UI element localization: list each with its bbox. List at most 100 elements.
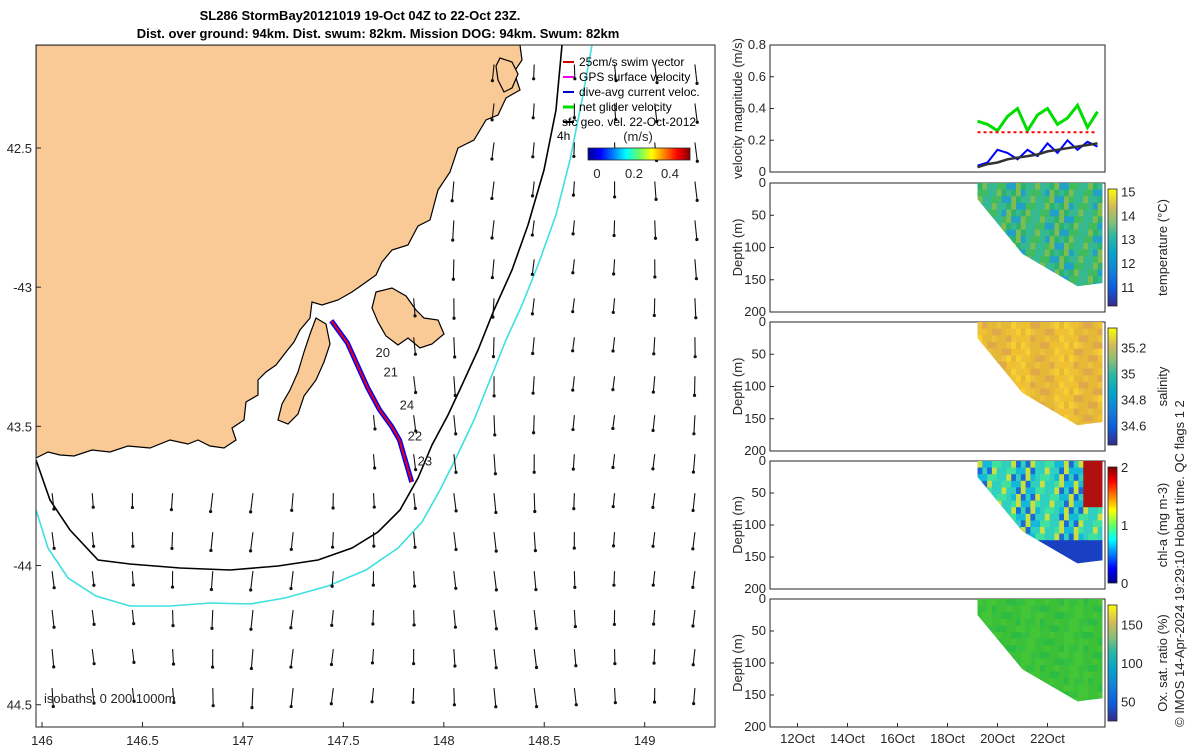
salinity-cell bbox=[1088, 415, 1094, 423]
salinity-cell bbox=[1025, 368, 1031, 376]
chlorophyll-cell bbox=[1044, 480, 1051, 488]
salinity-cell bbox=[987, 342, 993, 350]
salinity-cell bbox=[1035, 322, 1041, 330]
chlorophyll-cell bbox=[1064, 553, 1070, 561]
oxygen-cell bbox=[1092, 612, 1099, 620]
chlorophyll-cell bbox=[1088, 540, 1094, 548]
salinity-cell bbox=[982, 335, 988, 343]
chlorophyll-cell bbox=[1054, 507, 1060, 515]
oxygen-cell bbox=[1064, 658, 1070, 666]
velocity-vector-head bbox=[694, 277, 698, 281]
temperature-cell bbox=[1054, 222, 1060, 231]
oxygen-cell bbox=[1083, 665, 1089, 673]
velocity-vector-head bbox=[573, 624, 577, 629]
chlorophyll-cell bbox=[1092, 480, 1099, 488]
temperature-cell bbox=[1035, 203, 1041, 211]
temperature-cell bbox=[987, 189, 993, 197]
oxygen-cell bbox=[1054, 678, 1060, 686]
chlorophyll-cell bbox=[1059, 540, 1065, 548]
oxygen-cell bbox=[1064, 618, 1070, 626]
velocity-vector bbox=[290, 687, 294, 707]
oxygen-cell bbox=[1073, 618, 1080, 626]
velocity-vector bbox=[172, 687, 175, 703]
temperature-cell bbox=[1097, 256, 1103, 264]
oxygen-cell bbox=[1073, 651, 1080, 659]
oxygen-cell bbox=[1030, 645, 1036, 653]
chlorophyll-cell bbox=[1049, 507, 1055, 515]
velocity-vector bbox=[51, 610, 55, 628]
chlorophyll-cell bbox=[1083, 560, 1089, 564]
oxygen-colorbar-tick: 150 bbox=[1121, 617, 1143, 632]
chlorophyll-cell bbox=[1073, 487, 1080, 495]
salinity-cell bbox=[977, 328, 983, 336]
oxygen-cell bbox=[1073, 698, 1080, 702]
salinity-cell bbox=[1083, 348, 1089, 356]
temperature-cell bbox=[1025, 242, 1031, 251]
salinity-cell bbox=[1011, 368, 1017, 376]
velocity-vector bbox=[654, 64, 658, 83]
chlorophyll-cell bbox=[1049, 480, 1055, 488]
salinity-cell bbox=[1049, 381, 1055, 390]
velocity-vector-head bbox=[209, 548, 213, 553]
velocity-vector-head bbox=[52, 586, 56, 590]
velocity-vector-head bbox=[573, 585, 577, 589]
salinity-cell bbox=[1049, 401, 1055, 410]
oxygen-cell bbox=[1097, 651, 1103, 659]
temperature-cell bbox=[1097, 196, 1103, 204]
chlorophyll-cell bbox=[1011, 494, 1017, 502]
velocity-vector-head bbox=[289, 586, 293, 591]
temperature-cell bbox=[1078, 203, 1084, 211]
oxygen-cell bbox=[1059, 658, 1065, 666]
chlorophyll-cell bbox=[1054, 461, 1060, 469]
oxygen-cell bbox=[1035, 651, 1041, 659]
velocity-vector-head bbox=[611, 426, 615, 431]
oxygen-cell bbox=[1020, 618, 1027, 626]
time-x-tick-label: 14Oct bbox=[830, 731, 865, 746]
oxygen-cell bbox=[1016, 632, 1022, 640]
salinity-y-tick-label: 50 bbox=[752, 346, 766, 361]
temperature-cell bbox=[977, 183, 983, 191]
velocity-vector-head bbox=[652, 661, 656, 665]
velocity-vector bbox=[453, 376, 456, 396]
salinity-cell bbox=[1035, 388, 1041, 396]
chlorophyll-cell bbox=[1068, 533, 1075, 541]
temperature-cell bbox=[1088, 209, 1094, 217]
temperature-cell bbox=[1092, 236, 1099, 244]
chlorophyll-cell bbox=[1068, 553, 1075, 561]
salinity-cell bbox=[1001, 355, 1007, 363]
velocity-vector-head bbox=[571, 271, 575, 275]
chlorophyll-cell bbox=[1049, 527, 1055, 535]
chlorophyll-cell bbox=[1073, 546, 1080, 554]
chlorophyll-cell bbox=[1088, 507, 1094, 515]
oxygen-cell bbox=[1025, 658, 1031, 666]
oxygen-cell bbox=[1040, 632, 1046, 640]
salinity-cell bbox=[1092, 328, 1099, 336]
oxygen-cell bbox=[1083, 691, 1089, 699]
temperature-cell bbox=[1073, 282, 1080, 287]
temperature-cell bbox=[1020, 189, 1027, 197]
velocity-vector bbox=[493, 571, 497, 590]
chlorophyll-cell bbox=[1097, 507, 1103, 515]
oxygen-cell bbox=[1073, 684, 1080, 692]
chlorophyll-cell bbox=[1083, 533, 1089, 541]
oxygen-cell bbox=[1035, 625, 1041, 633]
temperature-cell bbox=[1088, 276, 1094, 284]
velocity-vector bbox=[453, 610, 456, 628]
map-x-tick-label: 146 bbox=[31, 733, 53, 748]
velocity-vector bbox=[211, 610, 214, 629]
velocity-vector bbox=[131, 648, 135, 663]
chlorophyll-cell bbox=[991, 494, 998, 502]
oxygen-cell bbox=[1016, 638, 1022, 646]
velocity-vector bbox=[210, 493, 214, 512]
oxygen-cell bbox=[1035, 618, 1041, 626]
temperature-cell bbox=[1092, 209, 1099, 217]
oxygen-cell bbox=[1011, 605, 1017, 613]
colorbar-tick-1: 0.2 bbox=[625, 166, 643, 181]
oxygen-cell bbox=[1097, 632, 1103, 640]
velocity-y-tick-label: 0.6 bbox=[748, 69, 766, 84]
temperature-cell bbox=[1049, 229, 1055, 237]
map-y-tick-label: 44.5 bbox=[7, 698, 32, 713]
salinity-cell bbox=[1073, 322, 1080, 330]
oxygen-cell bbox=[1044, 671, 1051, 679]
chlorophyll-cell bbox=[1064, 474, 1070, 482]
